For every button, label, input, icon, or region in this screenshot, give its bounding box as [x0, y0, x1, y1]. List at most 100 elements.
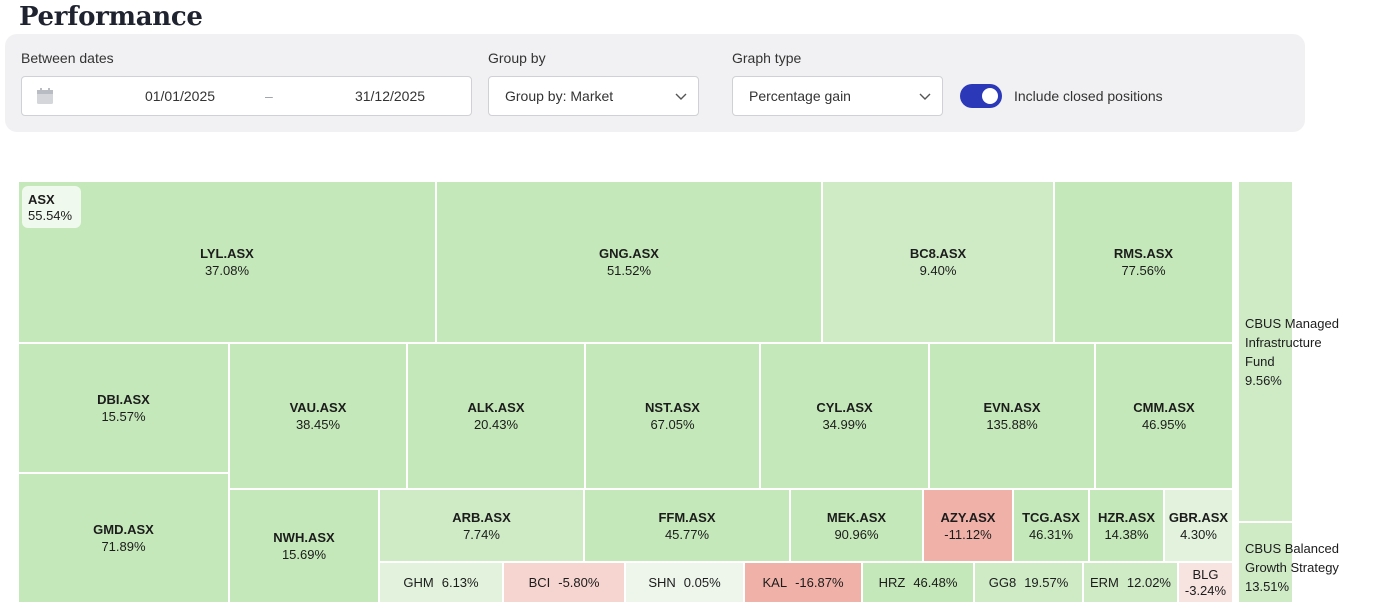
tile-name: NWH.ASX	[273, 530, 335, 545]
treemap-tile[interactable]: CMM.ASX 46.95%	[1095, 343, 1233, 489]
toggle-knob	[982, 88, 998, 104]
tile-name: LYL.ASX	[200, 246, 254, 261]
tile-value: 34.99%	[822, 417, 867, 432]
tile-value: 46.31%	[1028, 526, 1074, 542]
treemap-tile[interactable]: ARB.ASX 7.74%	[379, 489, 584, 562]
calendar-icon[interactable]	[36, 87, 54, 105]
tile-name: MEK.ASX	[826, 509, 887, 525]
tile-name: BCI	[528, 575, 551, 590]
page-title: Performance	[19, 2, 203, 32]
treemap-tile[interactable]: DBI.ASX 15.57%	[18, 343, 229, 473]
tile-name: ARB.ASX	[452, 509, 511, 525]
date-range-label: Between dates	[21, 50, 114, 66]
treemap-tile[interactable]: TCG.ASX 46.31%	[1013, 489, 1089, 562]
treemap-tile[interactable]: EVN.ASX 135.88%	[929, 343, 1095, 489]
tile-value: 9.40%	[919, 263, 957, 278]
treemap-tile[interactable]: BCI -5.80%	[503, 562, 625, 603]
treemap-tile[interactable]: GG8 19.57%	[974, 562, 1083, 603]
graph-type-label: Graph type	[732, 50, 802, 66]
tile-name: AZY.ASX	[940, 509, 996, 525]
treemap-tile[interactable]: SHN 0.05%	[625, 562, 744, 603]
date-separator: –	[265, 88, 273, 104]
treemap-tile[interactable]: GMD.ASX 71.89%	[18, 473, 229, 603]
treemap-tile[interactable]: BLG -3.24%	[1178, 562, 1233, 603]
tile-value: 13.51%	[1245, 579, 1290, 594]
group-by-select[interactable]: Group by: Market	[488, 76, 699, 116]
tile-value: 51.52%	[606, 263, 652, 278]
tile-value: 14.38%	[1104, 526, 1149, 542]
tile-value: -3.24%	[1184, 582, 1227, 598]
tile-name: BLG	[1192, 566, 1219, 582]
tile-value: 15.69%	[281, 547, 327, 562]
tile-value: 4.30%	[1180, 526, 1217, 542]
graph-type-select[interactable]: Percentage gain	[732, 76, 943, 116]
tile-value: 20.43%	[473, 417, 519, 432]
tile-name: TCG.ASX	[1022, 509, 1080, 525]
treemap-tile[interactable]: NWH.ASX 15.69%	[229, 489, 379, 603]
treemap-tile[interactable]: AZY.ASX -11.12%	[923, 489, 1013, 562]
treemap-tile[interactable]: HZR.ASX 14.38%	[1089, 489, 1164, 562]
tile-value: 6.13%	[441, 575, 479, 590]
treemap-tile[interactable]: HRZ 46.48%	[862, 562, 974, 603]
chevron-down-icon	[675, 93, 687, 100]
tile-value: 67.05%	[650, 417, 695, 432]
tile-name: GNG.ASX	[599, 246, 659, 261]
tile-name: RMS.ASX	[1113, 246, 1174, 261]
treemap-group-tile[interactable]: CBUS Balanced Growth Strategy 13.51%	[1238, 522, 1339, 603]
tile-name: KAL	[762, 575, 788, 590]
tile-name: NST.ASX	[645, 400, 700, 415]
tile-value: 46.95%	[1141, 417, 1187, 432]
treemap-tile[interactable]: ERM 12.02%	[1083, 562, 1178, 603]
treemap-tile[interactable]: FFM.ASX 45.77%	[584, 489, 790, 562]
tile-name: VAU.ASX	[289, 400, 347, 415]
include-closed-positions-toggle[interactable]	[960, 84, 1002, 108]
tile-value: 45.77%	[664, 526, 710, 542]
group-value: 55.54%	[28, 208, 73, 223]
treemap-tile[interactable]: NST.ASX 67.05%	[585, 343, 760, 489]
tile-value: 19.57%	[1024, 575, 1069, 590]
tile-name: HRZ	[878, 575, 906, 590]
tile-name: CBUS Managed Infrastructure Fund	[1245, 315, 1339, 369]
group-badge-asx: ASX 55.54%	[22, 186, 81, 228]
treemap-tile[interactable]: KAL -16.87%	[744, 562, 862, 603]
tile-value: 0.05%	[683, 575, 721, 590]
group-by-value: Group by: Market	[505, 88, 614, 104]
treemap-tile[interactable]: LYL.ASX 37.08%	[18, 181, 436, 343]
treemap-tile[interactable]: RMS.ASX 77.56%	[1054, 181, 1233, 343]
tile-value: 9.56%	[1245, 372, 1282, 388]
start-date-input[interactable]: 01/01/2025	[144, 88, 216, 104]
tile-value: 135.88%	[986, 417, 1038, 432]
treemap-tile[interactable]: VAU.ASX 38.45%	[229, 343, 407, 489]
treemap-tile[interactable]: GHM 6.13%	[379, 562, 503, 603]
tile-name: CYL.ASX	[816, 400, 873, 415]
graph-type-value: Percentage gain	[749, 88, 851, 104]
tile-name: GHM	[403, 575, 434, 590]
tile-name: GBR.ASX	[1168, 509, 1229, 525]
tile-name: CMM.ASX	[1133, 400, 1195, 415]
treemap-tile[interactable]: CYL.ASX 34.99%	[760, 343, 929, 489]
treemap-tile[interactable]: ALK.ASX 20.43%	[407, 343, 585, 489]
end-date-input[interactable]: 31/12/2025	[354, 88, 426, 104]
tile-name: GMD.ASX	[93, 522, 154, 537]
treemap-tile[interactable]: BC8.ASX 9.40%	[822, 181, 1054, 343]
group-name: ASX	[28, 192, 55, 207]
date-range-picker[interactable]: 01/01/2025 – 31/12/2025	[21, 76, 472, 116]
treemap-tile[interactable]: GBR.ASX 4.30%	[1164, 489, 1233, 562]
tile-value: 71.89%	[101, 539, 146, 554]
tile-value: 38.45%	[295, 417, 341, 432]
treemap-group-tile[interactable]: CBUS Managed Infrastructure Fund 9.56%	[1238, 181, 1339, 522]
tile-name: BC8.ASX	[909, 246, 967, 261]
tile-name: SHN	[648, 575, 676, 590]
treemap-tile[interactable]: MEK.ASX 90.96%	[790, 489, 923, 562]
tile-name: FFM.ASX	[658, 509, 716, 525]
filter-panel: Between dates 01/01/2025 – 31/12/2025 Gr…	[5, 34, 1305, 132]
treemap-tile[interactable]: GNG.ASX 51.52%	[436, 181, 822, 343]
chevron-down-icon	[919, 93, 931, 100]
group-by-label: Group by	[488, 50, 546, 66]
tile-name: DBI.ASX	[97, 392, 150, 407]
include-closed-positions-label: Include closed positions	[1014, 88, 1163, 104]
tile-value: 37.08%	[204, 263, 250, 278]
tile-name: EVN.ASX	[983, 400, 1041, 415]
tile-value: 15.57%	[101, 409, 146, 424]
tile-value: -16.87%	[795, 575, 844, 590]
